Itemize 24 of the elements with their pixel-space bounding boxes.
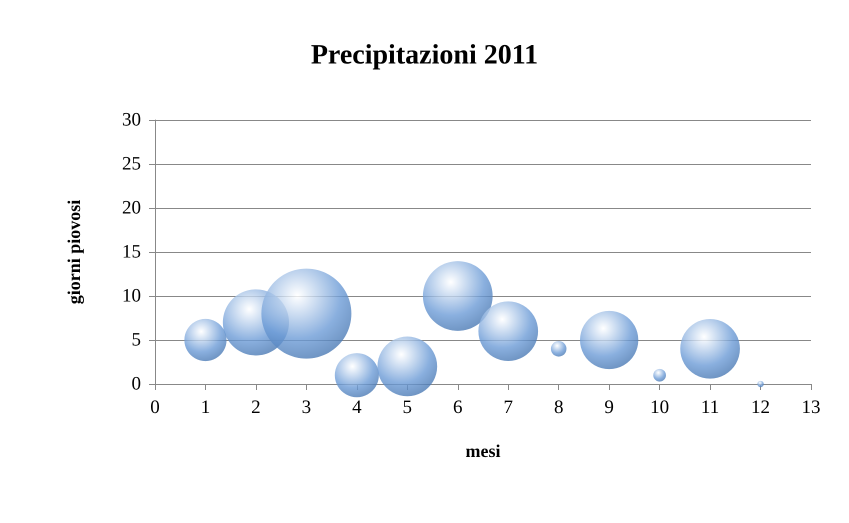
x-tick-label: 3 [302,397,312,418]
y-tick-label: 5 [132,330,141,350]
x-tick-label: 13 [802,397,820,418]
x-tick-label: 1 [200,397,210,418]
x-tick-label: 0 [150,397,160,418]
x-tick-label: 8 [554,397,564,418]
x-tick-label: 5 [402,397,412,418]
x-tick-label: 10 [650,397,670,418]
y-tick-label: 25 [122,154,141,174]
y-axis-title: giorni piovosi [64,200,84,304]
y-tick-label: 15 [122,242,141,262]
x-tick-label: 7 [503,397,513,418]
y-tick-label: 20 [122,198,141,218]
x-tick-label: 12 [751,397,770,418]
y-tick-label: 30 [122,110,141,130]
x-tick-label: 2 [251,397,261,418]
y-tick-label: 10 [122,286,141,306]
x-tick-label: 6 [453,397,463,418]
x-tick-label: 4 [352,397,362,418]
x-tick-label: 9 [604,397,614,418]
x-tick-label: 11 [700,397,720,418]
chart-title: Precipitazioni 2011 [310,40,538,70]
x-axis-title: mesi [466,441,500,461]
y-tick-label: 0 [132,374,141,394]
